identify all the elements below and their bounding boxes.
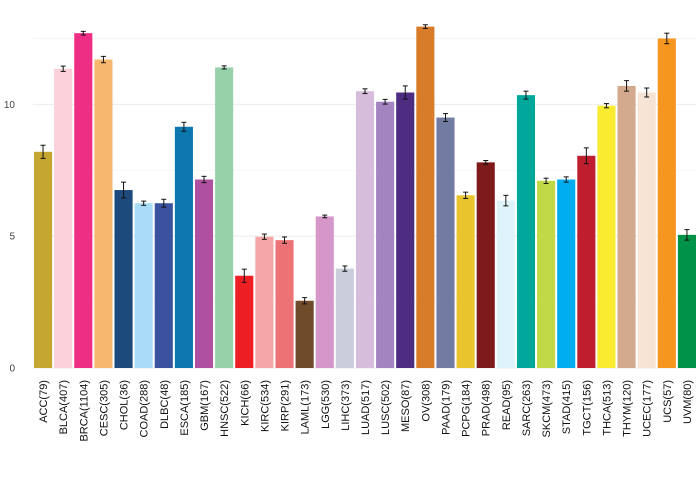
x-tick-label: LGG(530): [320, 380, 332, 429]
x-tick-label: PAAD(179): [440, 380, 452, 435]
x-tick-label: MESO(87): [400, 380, 412, 432]
bar: [275, 240, 294, 368]
bar: [154, 203, 173, 368]
bar: [637, 92, 656, 368]
x-tick-label: UVM(80): [682, 380, 694, 424]
x-tick-label: KICH(66): [239, 380, 251, 426]
bar: [617, 85, 636, 368]
bar: [74, 33, 93, 368]
bar: [174, 126, 193, 368]
x-tick-label: SARC(263): [521, 380, 533, 436]
x-tick-label: ESCA(185): [179, 380, 191, 436]
x-tick-label: LUSC(502): [380, 380, 392, 435]
bar: [134, 203, 153, 368]
bar: [34, 151, 53, 368]
bar: [114, 190, 133, 368]
error-bar-layer: [40, 24, 690, 305]
bar: [355, 91, 375, 368]
y-tick-label: 0: [9, 364, 15, 375]
y-tick-label: 5: [9, 232, 15, 243]
x-tick-label: CESC(305): [98, 380, 110, 436]
bar: [295, 300, 314, 368]
x-tick-label: ACC(79): [38, 380, 50, 423]
bar: [255, 236, 274, 368]
bar: [577, 155, 596, 368]
x-tick-label: DLBC(48): [159, 380, 171, 429]
x-axis: ACC(79) BLCA(407) BRCA(1104) CESC(305) CHOL(…: [38, 380, 694, 442]
x-tick-label: THYM(120): [622, 380, 634, 437]
x-tick-label: GBM(167): [199, 380, 211, 431]
bar: [496, 200, 515, 368]
bar: [396, 92, 415, 368]
x-tick-label: LUAD(517): [360, 380, 372, 435]
x-tick-label: PRAD(498): [481, 380, 493, 436]
bar: [94, 59, 113, 368]
bar: [416, 26, 435, 368]
bar: [436, 117, 455, 368]
bar: [335, 268, 354, 368]
x-tick-label: STAD(415): [561, 380, 573, 434]
x-tick-label: CHOL(36): [119, 380, 131, 430]
x-tick-label: TGCT(156): [581, 380, 593, 436]
bar: [194, 179, 214, 368]
bar: [597, 105, 616, 368]
bar: [215, 67, 234, 369]
x-tick-label: COAD(288): [139, 380, 151, 437]
bar: [677, 234, 696, 368]
bar: [657, 38, 676, 369]
bar-layer: [34, 26, 696, 369]
bar: [537, 180, 556, 368]
x-tick-label: READ(95): [501, 380, 513, 430]
x-tick-label: LIHC(373): [340, 380, 352, 431]
x-tick-label: HNSC(522): [219, 380, 231, 437]
bar: [456, 195, 475, 368]
x-tick-label: BRCA(1104): [78, 380, 90, 442]
bar: [557, 179, 576, 368]
x-tick-label: UCS(57): [662, 380, 674, 423]
bar: [54, 68, 73, 368]
x-tick-label: UCEC(177): [642, 380, 654, 437]
x-tick-label: KIRP(291): [280, 380, 292, 431]
x-tick-label: SKCM(473): [541, 380, 553, 437]
x-tick-label: LAML(173): [300, 380, 312, 434]
x-tick-label: OV(308): [420, 380, 432, 422]
bar: [235, 275, 254, 368]
bar: [516, 95, 536, 369]
x-tick-label: PCPG(184): [461, 380, 473, 437]
bar: [476, 162, 495, 368]
x-tick-label: THCA(513): [601, 380, 613, 436]
y-axis: 0 5 10: [4, 100, 16, 375]
x-tick-label: KIRC(534): [259, 380, 271, 432]
bar: [376, 101, 395, 369]
bar: [315, 216, 334, 368]
x-tick-label: BLCA(407): [58, 380, 70, 434]
y-tick-label: 10: [4, 100, 16, 111]
